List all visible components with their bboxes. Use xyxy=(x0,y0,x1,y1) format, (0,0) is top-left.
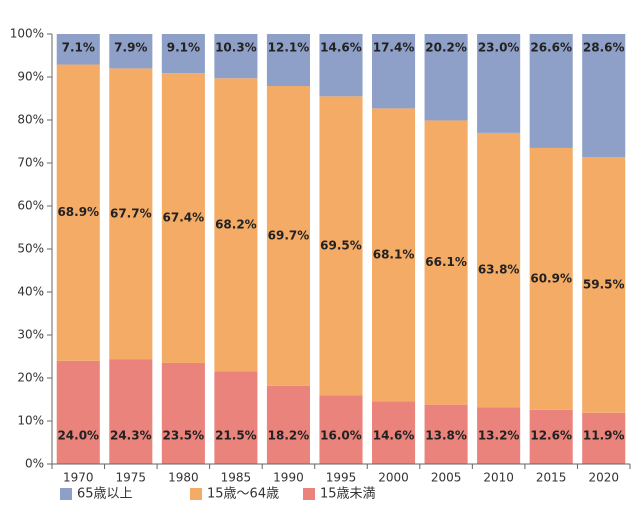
x-tick-label: 2020 xyxy=(588,471,619,485)
data-label: 67.7% xyxy=(110,206,152,220)
x-tick-label: 1985 xyxy=(221,471,252,485)
bar-segment xyxy=(266,385,310,464)
data-label: 13.8% xyxy=(425,429,467,443)
data-label: 14.6% xyxy=(320,41,362,55)
data-label: 60.9% xyxy=(530,271,572,285)
bar-segment xyxy=(529,34,573,148)
bar-segment xyxy=(582,34,626,157)
legend-swatch xyxy=(190,488,202,500)
x-tick-label: 2005 xyxy=(431,471,462,485)
data-label: 12.6% xyxy=(530,429,572,443)
data-label: 18.2% xyxy=(268,429,310,443)
data-label: 17.4% xyxy=(373,41,415,55)
bar-segment xyxy=(109,359,153,464)
data-label: 66.1% xyxy=(425,255,467,269)
data-label: 26.6% xyxy=(530,41,572,55)
bar-segment xyxy=(319,395,363,464)
bars-layer xyxy=(56,34,626,464)
bar-segment xyxy=(319,34,363,97)
bar-segment xyxy=(372,34,416,109)
bar-segment xyxy=(214,34,258,79)
data-label: 28.6% xyxy=(583,41,625,55)
bar-segment xyxy=(424,120,468,405)
y-tick-label: 90% xyxy=(17,70,44,84)
bar-segment xyxy=(529,409,573,464)
y-tick-label: 70% xyxy=(17,156,44,170)
bar-segment xyxy=(56,34,100,65)
x-tick-label: 1995 xyxy=(326,471,357,485)
data-label: 68.1% xyxy=(373,247,415,261)
y-tick-label: 100% xyxy=(10,27,44,41)
data-label: 13.2% xyxy=(478,429,520,443)
bar-segment xyxy=(161,73,205,363)
bar-segment xyxy=(266,34,310,87)
y-tick-label: 20% xyxy=(17,371,44,385)
legend-swatch xyxy=(60,488,72,500)
bar-segment xyxy=(424,404,468,464)
x-tick-label: 2010 xyxy=(483,471,514,485)
bar-segment xyxy=(56,64,100,361)
y-tick-label: 40% xyxy=(17,285,44,299)
data-label: 59.5% xyxy=(583,277,625,291)
data-label: 14.6% xyxy=(373,429,415,443)
data-label: 12.1% xyxy=(268,41,310,55)
bar-segment xyxy=(109,34,153,69)
data-labels-layer: 24.0% 68.9% 7.1% 24.3% 67.7% 7.9% 23.5% 67.4% 9.… xyxy=(57,41,624,443)
y-tick-label: 0% xyxy=(25,457,44,471)
data-label: 20.2% xyxy=(425,41,467,55)
data-label: 24.0% xyxy=(57,429,99,443)
data-label: 68.9% xyxy=(57,205,99,219)
bar-segment xyxy=(582,412,626,464)
legend-swatch xyxy=(303,488,315,500)
legend-label: 15歳未満 xyxy=(320,487,376,502)
bar-segment xyxy=(477,407,521,464)
data-label: 68.2% xyxy=(215,217,257,231)
x-tick-label: 1970 xyxy=(63,471,94,485)
y-tick-label: 30% xyxy=(17,328,44,342)
legend-label: 15歳～64歳 xyxy=(207,487,279,502)
y-tick-label: 80% xyxy=(17,113,44,127)
bar-segment xyxy=(319,96,363,396)
bar-segment xyxy=(266,86,310,386)
bar-segment xyxy=(477,132,521,408)
x-tick-label: 1975 xyxy=(116,471,147,485)
bar-segment xyxy=(214,78,258,372)
x-tick-label: 1990 xyxy=(273,471,304,485)
bar-segment xyxy=(424,34,468,121)
data-label: 9.1% xyxy=(167,41,200,55)
data-label: 7.1% xyxy=(62,41,95,55)
data-label: 69.7% xyxy=(268,228,310,242)
bar-segment xyxy=(214,371,258,464)
legend: 65歳以上 15歳～64歳 15歳未満 xyxy=(60,487,376,502)
bar-segment xyxy=(161,362,205,464)
axes-layer: 0% 10% 20% 30% 40% 50% 60% 70% 80% 90% 100% 1970 197… xyxy=(10,27,631,485)
bar-segment xyxy=(161,34,205,74)
y-tick-label: 10% xyxy=(17,414,44,428)
data-label: 21.5% xyxy=(215,429,257,443)
data-label: 23.5% xyxy=(163,429,205,443)
data-label: 11.9% xyxy=(583,429,625,443)
y-tick-label: 50% xyxy=(17,242,44,256)
x-tick-label: 1980 xyxy=(168,471,199,485)
data-label: 24.3% xyxy=(110,429,152,443)
x-tick-label: 2015 xyxy=(536,471,567,485)
bar-segment xyxy=(56,360,100,464)
data-label: 67.4% xyxy=(163,211,205,225)
bar-segment xyxy=(372,401,416,464)
data-label: 16.0% xyxy=(320,429,362,443)
bar-segment xyxy=(109,68,153,360)
data-label: 23.0% xyxy=(478,41,520,55)
bar-segment xyxy=(477,34,521,133)
data-label: 63.8% xyxy=(478,263,520,277)
bar-segment xyxy=(582,156,626,413)
bar-segment xyxy=(529,147,573,410)
data-label: 69.5% xyxy=(320,238,362,252)
data-label: 10.3% xyxy=(215,41,257,55)
y-tick-label: 60% xyxy=(17,199,44,213)
data-label: 7.9% xyxy=(114,41,147,55)
legend-label: 65歳以上 xyxy=(77,487,133,502)
x-tick-label: 2000 xyxy=(378,471,409,485)
bar-segment xyxy=(372,108,416,402)
